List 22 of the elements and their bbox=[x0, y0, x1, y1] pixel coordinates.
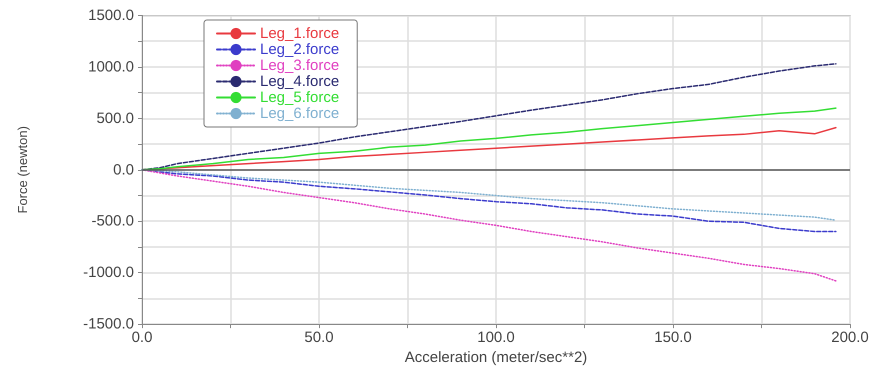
line-series bbox=[141, 169, 837, 221]
legend-label: Leg_4.force bbox=[260, 73, 340, 90]
y-tick-label: 0.0 bbox=[113, 161, 134, 178]
legend-label: Leg_3.force bbox=[260, 57, 340, 74]
x-axis-title: Acceleration (meter/sec**2) bbox=[404, 349, 588, 366]
y-tick-label: -500.0 bbox=[91, 212, 134, 230]
legend-label: Leg_5.force bbox=[260, 89, 340, 106]
legend-label: Leg_1.force bbox=[260, 25, 340, 42]
x-tick-label: 50.0 bbox=[304, 329, 334, 346]
y-tick-label: 1500.0 bbox=[88, 7, 134, 24]
x-tick-label: 150.0 bbox=[654, 329, 692, 346]
x-tick-label: 0.0 bbox=[132, 329, 152, 346]
y-tick-label: 1000.0 bbox=[88, 58, 134, 76]
y-tick-label: -1000.0 bbox=[83, 264, 134, 282]
y-tick-label: 500.0 bbox=[96, 110, 134, 127]
legend-label: Leg_2.force bbox=[260, 41, 340, 58]
line-series bbox=[141, 107, 837, 171]
x-tick-label: 200.0 bbox=[831, 329, 869, 346]
x-tick-label: 100.0 bbox=[477, 329, 515, 346]
legend-label: Leg_6.force bbox=[260, 105, 340, 122]
y-tick-label: -1500.0 bbox=[83, 316, 134, 333]
y-axis-title: Force (newton) bbox=[15, 126, 30, 214]
